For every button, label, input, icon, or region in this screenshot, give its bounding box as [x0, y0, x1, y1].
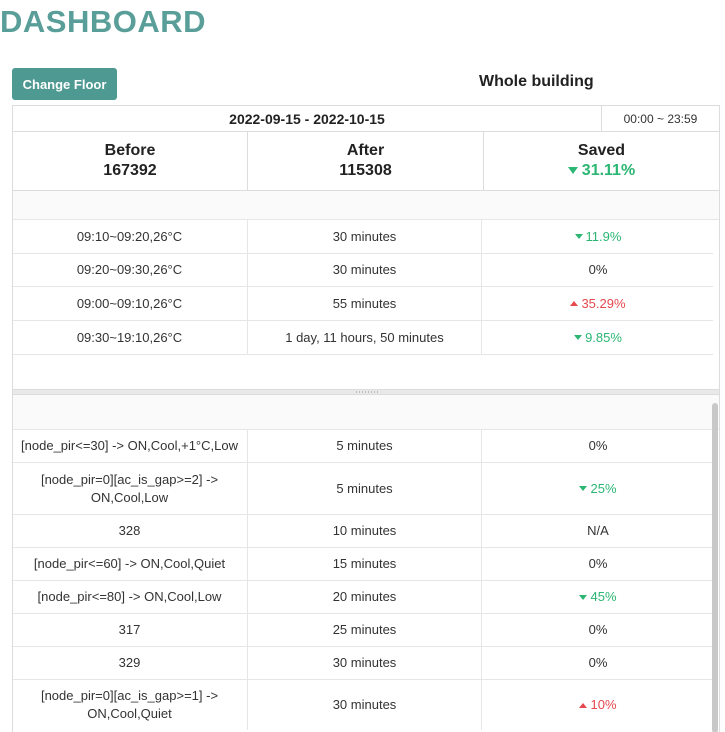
change-cell: 0% [481, 254, 714, 286]
vertical-scrollbar[interactable] [712, 403, 718, 732]
change-cell: 10% [590, 697, 617, 712]
condition-cell: 09:30~19:10,26°C [76, 329, 183, 345]
after-cell: After 115308 [248, 132, 483, 190]
decrease-arrow-icon [574, 335, 583, 340]
time-range[interactable]: 00:00 ~ 23:59 [623, 111, 698, 126]
duration-cell: 25 minutes [247, 614, 481, 646]
change-cell: 0% [481, 430, 714, 462]
decrease-arrow-icon [579, 594, 588, 600]
scope-label: Whole building [479, 73, 594, 90]
table-row: [node_pir<=30] -> ON,Cool,+1°C,Low 5 min… [13, 430, 713, 463]
rule-table-header [13, 395, 719, 430]
table-row: 09:10~09:20,26°C 30 minutes 11.9% [13, 220, 713, 254]
condition-cell: [node_pir=0][ac_is_gap>=2] -> ON,Cool,Lo… [40, 471, 219, 505]
change-floor-button[interactable]: Change Floor [12, 68, 117, 100]
after-label: After [346, 142, 385, 159]
page-title: DASHBOARD [0, 4, 206, 39]
increase-arrow-icon [570, 301, 579, 306]
table-row: 329 30 minutes 0% [13, 647, 713, 680]
saved-cell: Saved 31.11% [484, 132, 719, 190]
date-range[interactable]: 2022-09-15 - 2022-10-15 [13, 106, 602, 131]
resize-handle[interactable] [13, 389, 719, 395]
condition-cell: 09:20~09:30,26°C [76, 262, 183, 277]
condition-cell: 317 [118, 622, 141, 637]
duration-cell: 30 minutes [247, 680, 481, 730]
condition-cell: [node_pir<=60] -> ON,Cool,Quiet [33, 556, 226, 571]
condition-cell: [node_pir<=30] -> ON,Cool,+1°C,Low [21, 438, 238, 453]
duration-cell: 30 minutes [247, 647, 481, 679]
decrease-arrow-icon [579, 486, 588, 491]
change-cell: 0% [481, 614, 714, 646]
decrease-arrow-icon [567, 167, 578, 175]
duration-cell: 5 minutes [247, 463, 481, 514]
duration-cell: 1 day, 11 hours, 50 minutes [247, 321, 481, 354]
before-label: Before [104, 142, 156, 159]
table-row: 317 25 minutes 0% [13, 614, 713, 647]
condition-cell: [node_pir=0][ac_is_gap>=1] -> ON,Cool,Qu… [40, 688, 219, 721]
duration-cell: 15 minutes [247, 548, 481, 580]
dashboard-panel: 2022-09-15 - 2022-10-15 00:00 ~ 23:59 Be… [12, 105, 720, 732]
change-cell: 9.85% [585, 329, 622, 345]
table-row: 09:00~09:10,26°C 55 minutes 35.29% [13, 287, 713, 321]
table-row: 09:20~09:30,26°C 30 minutes 0% [13, 254, 713, 287]
before-cell: Before 167392 [13, 132, 247, 190]
saved-value: 31.11% [581, 162, 636, 179]
duration-cell: 10 minutes [247, 515, 481, 547]
change-cell: 35.29% [581, 295, 626, 311]
increase-arrow-icon [579, 702, 588, 708]
duration-cell: 20 minutes [247, 581, 481, 613]
condition-cell: 329 [118, 655, 141, 670]
table-row: 09:30~19:10,26°C 1 day, 11 hours, 50 min… [13, 321, 713, 355]
condition-cell: [node_pir<=80] -> ON,Cool,Low [37, 589, 222, 604]
change-cell: N/A [481, 515, 714, 547]
duration-cell: 30 minutes [247, 254, 481, 286]
table-row: [node_pir=0][ac_is_gap>=2] -> ON,Cool,Lo… [13, 463, 713, 515]
duration-cell: 55 minutes [247, 287, 481, 320]
duration-cell: 30 minutes [247, 220, 481, 253]
change-cell: 45% [590, 589, 617, 604]
grip-icon [356, 391, 378, 393]
table-row: [node_pir=0][ac_is_gap>=1] -> ON,Cool,Qu… [13, 680, 713, 730]
change-cell: 0% [481, 647, 714, 679]
change-cell: 0% [481, 548, 714, 580]
saved-label: Saved [577, 142, 626, 159]
after-value: 115308 [339, 162, 392, 179]
condition-cell: 09:10~09:20,26°C [76, 228, 183, 244]
table-row: [node_pir<=80] -> ON,Cool,Low 20 minutes… [13, 581, 713, 614]
condition-cell: 09:00~09:10,26°C [76, 295, 183, 311]
schedule-table-header [13, 191, 719, 220]
table-row: [node_pir<=60] -> ON,Cool,Quiet 15 minut… [13, 548, 713, 581]
change-cell: 11.9% [585, 228, 622, 244]
summary-row: Before 167392 After 115308 Saved 31.11% [13, 132, 719, 191]
condition-cell: 328 [118, 523, 141, 538]
date-row: 2022-09-15 - 2022-10-15 00:00 ~ 23:59 [13, 106, 719, 132]
change-cell: 25% [590, 480, 617, 496]
decrease-arrow-icon [574, 234, 583, 239]
before-value: 167392 [103, 162, 157, 179]
table-row: 328 10 minutes N/A [13, 515, 713, 548]
duration-cell: 5 minutes [247, 430, 481, 462]
